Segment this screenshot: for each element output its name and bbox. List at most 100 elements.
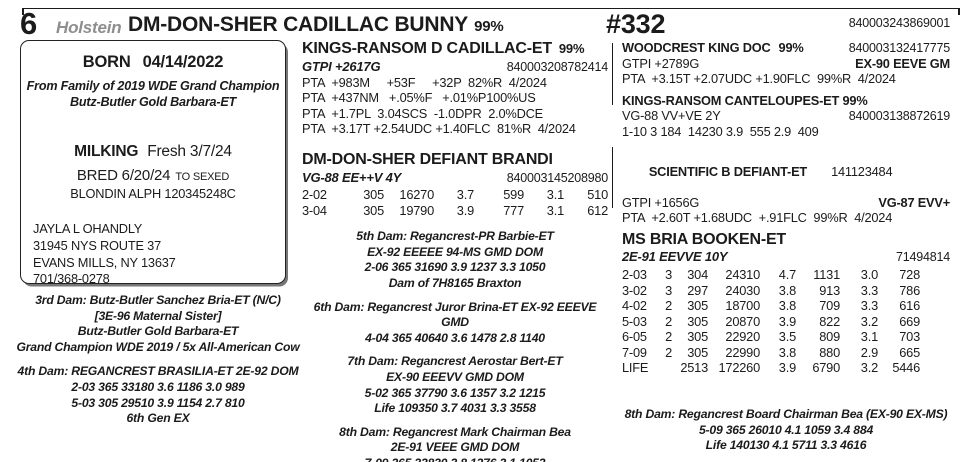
sire-dam-classification: VG-88 VV+VE 2Y: [622, 107, 721, 123]
record-fat: 913: [819, 282, 840, 298]
dam-line: Butz-Butler Gold Barbara-ET: [77, 324, 239, 339]
sire-dam-group: KINGS-RANSOM CANTELOUPES-ET 99% VG-88 VV…: [622, 93, 950, 140]
sire-sire-gtpi-row: GTPI +2789G EX-90 EEVE GM: [622, 56, 950, 71]
record-fat: 709: [819, 298, 840, 314]
sixth-dam-block: 6th Dam: Regancrest Juror Brina-ET EX-92…: [302, 300, 608, 347]
sire-dam-record: 1-10 3 184 14230 3.9 555 2.9 409: [622, 124, 819, 140]
record-times: 2: [665, 313, 672, 329]
dam-line: 6th Gen EX: [126, 411, 190, 426]
record-protein-pct: 3.0: [860, 267, 878, 283]
record-times: 3: [665, 282, 672, 298]
dam-line: Life 109350 3.7 4031 3.3 3558: [374, 401, 536, 416]
record-protein: 703: [899, 329, 920, 345]
family-note: From Family of 2019 WDE Grand Champion Bu…: [21, 78, 285, 110]
dam-sire-classification: VG-87 EVV+: [878, 194, 950, 210]
service-sire: BLONDIN ALPH 120345248C: [70, 186, 236, 201]
record-age: 4-02: [622, 298, 647, 314]
lactation-record-row: 2-03 3 304 24310 4.7 1131 3.0 728: [622, 267, 950, 283]
sire-parents-bracket-line: [612, 43, 613, 105]
record-fat-pct: 3.9: [456, 202, 474, 218]
born-line: BORN 04/14/2022: [21, 53, 285, 72]
sire-sire-pta: PTA +3.15T +2.07UDC +1.90FLC 99%R 4/2024: [622, 71, 896, 87]
record-protein: 728: [899, 267, 920, 283]
record-protein: 5446: [892, 360, 920, 376]
record-days: 2513: [680, 360, 708, 376]
dam-dam-name: MS BRIA BOOKEN-ET: [622, 231, 787, 249]
dam-sire-name: SCIENTIFIC B DEFIANT-ET: [648, 164, 808, 180]
dam-line: 7th Dam: Regancrest Aerostar Bert-ET: [347, 354, 563, 369]
milking-line: MILKING Fresh 3/7/24: [21, 143, 285, 161]
pta-line: PTA +3.17T +2.54UDC +1.40FLC 81%R 4/2024: [302, 120, 576, 136]
consignor-address-line: JAYLA L OHANDLY: [33, 221, 143, 236]
record-protein: 616: [899, 298, 920, 314]
lactation-record-row: 3-04 305 19790 3.9 777 3.1 612: [302, 203, 608, 219]
record-fat-pct: 3.8: [778, 298, 796, 314]
record-protein-pct: 3.3: [860, 282, 878, 298]
dam-line: Dam of 7H8165 Braxton: [388, 275, 522, 290]
dam-sire-gtpi: GTPI +1656G: [622, 194, 700, 210]
lot-number: 6: [20, 6, 38, 41]
record-protein: 669: [899, 313, 920, 329]
dam-line: 5-03 305 29510 3.9 1154 2.7 810: [71, 395, 245, 410]
record-times: 3: [665, 267, 672, 283]
record-milk: 24030: [725, 282, 760, 298]
dam-name: DM-DON-SHER DEFIANT BRANDI: [302, 151, 553, 169]
sire-pta-lines: PTA +983M +53F +32P 82%R 4/2024 PTA +437N…: [302, 75, 608, 136]
dam-line: 6th Dam: Regancrest Juror Brina-ET EX-92…: [313, 299, 597, 330]
record-days: 305: [363, 187, 384, 203]
born-label: BORN: [82, 53, 131, 71]
right-dam-paragraphs: 8th Dam: Regancrest Board Chairman Bea (…: [622, 407, 950, 462]
consignor-address-line: 701/368-0278: [33, 271, 110, 287]
sire-name-text: KINGS-RANSOM D CADILLAC-ET: [302, 40, 552, 57]
record-protein: 786: [899, 282, 920, 298]
record-fat-pct: 3.5: [778, 329, 796, 345]
fifth-dam-block: 5th Dam: Regancrest-PR Barbie-ET EX-92 EE…: [302, 229, 608, 291]
pta-line: PTA +983M +53F +32P 82%R 4/2024: [302, 75, 547, 90]
consignor-address: JAYLA L OHANDLY 31945 NYS ROUTE 37 EVANS M…: [33, 221, 176, 288]
record-protein-pct: 3.2: [860, 360, 878, 376]
registration-id: 840003243869001: [848, 16, 950, 30]
sire-dam-name: KINGS-RANSOM CANTELOUPES-ET 99%: [622, 92, 868, 108]
record-fat: 822: [819, 313, 840, 329]
record-protein: 665: [899, 344, 920, 360]
consignor-address-line: 31945 NYS ROUTE 37: [33, 237, 161, 253]
record-fat: 1131: [813, 267, 840, 283]
dam-parents-bracket-line: [612, 147, 613, 208]
record-milk: 22990: [725, 344, 760, 360]
bred-to-sexed: TO SEXED: [175, 171, 230, 183]
record-protein: 510: [587, 187, 608, 203]
sire-registration-id: 840003208782414: [506, 60, 608, 74]
dam-line: 8th Dam: Regancrest Mark Chairman Bea: [339, 424, 571, 439]
sire-dam-registration-id: 840003138872619: [848, 108, 950, 123]
dam-sire-registration-id: 141123484: [831, 164, 893, 180]
dam-line: 2-03 365 33180 3.6 1186 3.0 989: [71, 379, 245, 394]
dam-line: 3rd Dam: Butz-Butler Sanchez Bria-ET (N/…: [35, 293, 281, 307]
record-age: 6-05: [622, 329, 647, 345]
record-age: 2-03: [622, 267, 647, 283]
lactation-record-row: 5-03 2 305 20870 3.9 822 3.2 669: [622, 314, 950, 330]
record-milk: 172260: [718, 360, 760, 376]
sire-sire-gtpi: GTPI +2789G: [622, 56, 700, 72]
family-note-line: Butz-Butler Gold Barbara-ET: [69, 95, 237, 109]
info-box: BORN 04/14/2022 From Family of 2019 WDE G…: [20, 40, 286, 286]
record-fat: 880: [819, 344, 840, 360]
dam-sire-pta: PTA +2.60T +1.68UDC +.91FLC 99%R 4/2024: [622, 210, 893, 226]
sire-sire-name-text: WOODCREST KING DOC: [622, 40, 771, 55]
record-fat: 6790: [812, 360, 840, 376]
pta-line: PTA +437NM +.05%F +.01%P100%US: [302, 90, 536, 106]
record-age: 2-02: [302, 187, 327, 203]
dam-line: [3E-96 Maternal Sister]: [94, 308, 222, 323]
left-dam-paragraphs: 3rd Dam: Butz-Butler Sanchez Bria-ET (N/…: [14, 293, 302, 436]
middle-dam-paragraphs: 5th Dam: Regancrest-PR Barbie-ET EX-92 EE…: [302, 229, 608, 462]
sire-gtpi-row: GTPI +2617G 840003208782414: [302, 59, 608, 74]
record-milk: 20870: [725, 313, 760, 329]
milking-label: MILKING: [74, 143, 139, 160]
dam-line: 2E-91 VEEE GMD DOM: [390, 440, 520, 455]
top-border-rule: [22, 8, 960, 15]
sire-sire-pct: 99%: [778, 40, 804, 55]
record-times: 2: [665, 329, 672, 345]
record-times: [656, 360, 672, 376]
dam-dam-registration-id: 71494814: [895, 250, 950, 265]
record-times: 2: [665, 298, 672, 314]
